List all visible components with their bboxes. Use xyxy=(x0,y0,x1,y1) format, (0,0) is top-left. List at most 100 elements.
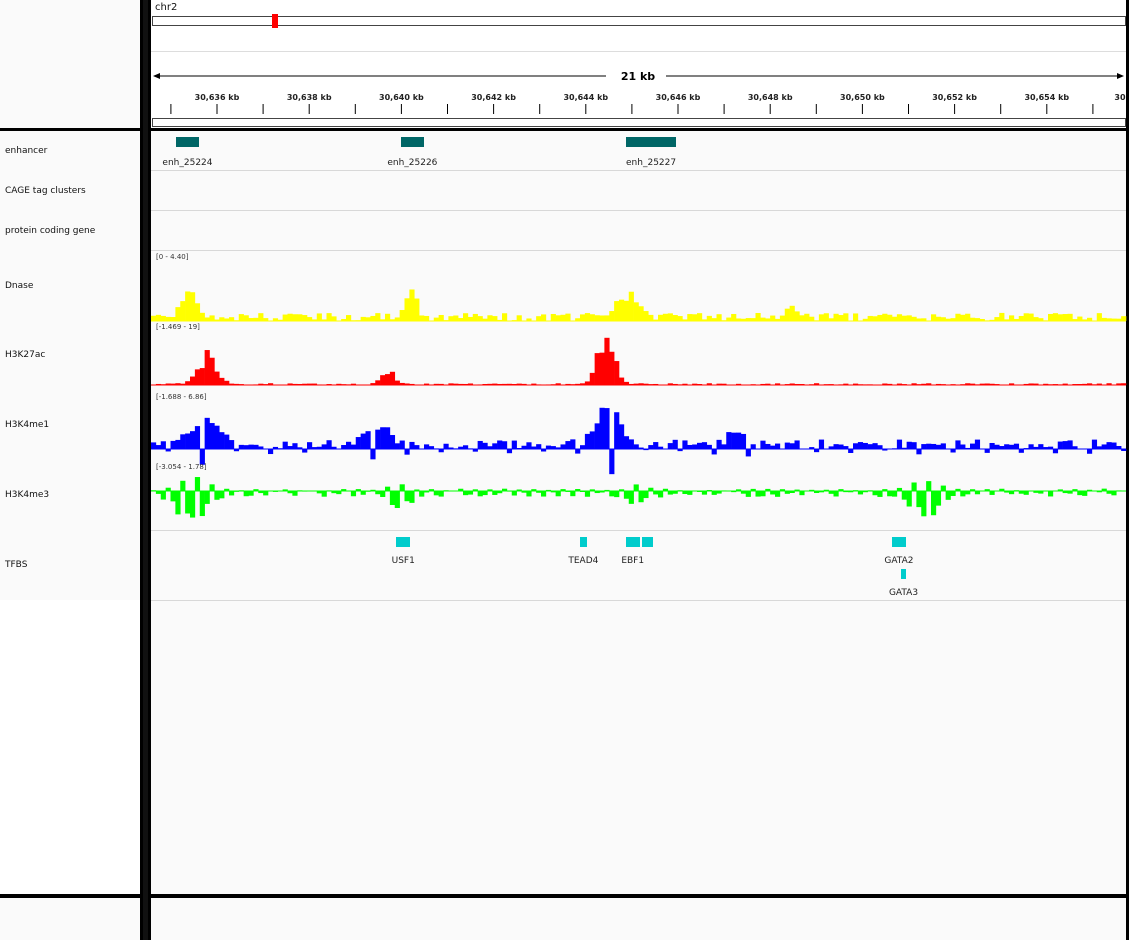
signal-bar xyxy=(155,491,162,494)
signal-bar xyxy=(516,315,522,321)
signal-bar xyxy=(853,313,859,321)
signal-bar xyxy=(370,315,376,321)
feature-block[interactable] xyxy=(892,537,906,547)
signal-bar xyxy=(789,443,795,449)
signal-bar xyxy=(287,491,293,494)
track-name-h3k27ac[interactable]: H3K27ac xyxy=(5,350,46,360)
chromosome-ideogram[interactable] xyxy=(152,16,1126,26)
track-name-tfbs[interactable]: TFBS xyxy=(5,560,28,570)
signal-bar xyxy=(638,383,644,385)
track-name-dnase[interactable]: Dnase xyxy=(5,281,34,291)
feature-block[interactable] xyxy=(625,137,677,147)
signal-bar xyxy=(965,383,971,385)
signal-bar xyxy=(511,383,517,385)
signal-bar xyxy=(487,446,493,449)
signal-bar xyxy=(1096,383,1102,385)
signal-bar xyxy=(614,491,620,498)
dnase-signal[interactable] xyxy=(151,251,1127,322)
signal-bar xyxy=(321,444,327,449)
ruler-ticks[interactable] xyxy=(151,104,1126,116)
ruler-tick-label: 30 xyxy=(1114,93,1126,102)
ruler-scrollbar[interactable] xyxy=(152,118,1126,127)
signal-bar xyxy=(311,319,318,321)
signal-bar xyxy=(394,380,400,385)
signal-bar xyxy=(965,313,971,321)
signal-bar xyxy=(287,446,293,449)
signal-bar xyxy=(896,314,903,321)
signal-bar xyxy=(155,383,162,385)
signal-bar xyxy=(935,444,942,449)
signal-bar xyxy=(194,303,201,321)
h3k27ac-range: [-1.469 - 19] xyxy=(156,323,200,331)
h3k4me1-signal[interactable] xyxy=(151,391,1127,475)
signal-bar xyxy=(979,318,985,321)
signal-bar xyxy=(970,443,976,449)
signal-bar xyxy=(370,449,376,460)
signal-bar xyxy=(716,491,722,494)
signal-bar xyxy=(984,449,990,453)
signal-bar xyxy=(814,383,820,385)
track-name-h3k4me3[interactable]: H3K4me3 xyxy=(5,490,50,500)
signal-bar xyxy=(833,444,839,449)
signal-bar xyxy=(623,300,630,321)
signal-bar xyxy=(463,313,469,321)
feature-block[interactable] xyxy=(176,137,199,147)
signal-bar xyxy=(706,444,712,449)
track-name-cage[interactable]: CAGE tag clusters xyxy=(5,186,86,196)
signal-bar xyxy=(604,489,610,491)
signal-bar xyxy=(414,489,420,491)
signal-bar xyxy=(199,449,205,465)
signal-bar xyxy=(550,491,556,493)
signal-bar xyxy=(487,315,493,321)
signal-bar xyxy=(229,383,235,385)
h3k4me3-signal[interactable] xyxy=(151,461,1126,531)
signal-bar xyxy=(1087,449,1093,454)
feature-label: EBF1 xyxy=(621,556,645,566)
signal-bar xyxy=(331,446,337,449)
signal-bar xyxy=(911,442,917,449)
header-divider[interactable] xyxy=(0,128,1129,131)
feature-block[interactable] xyxy=(400,137,424,147)
feature-block[interactable] xyxy=(396,537,411,547)
signal-bar xyxy=(677,449,683,452)
track-name-h3k4me1[interactable]: H3K4me1 xyxy=(5,420,50,430)
signal-bar xyxy=(307,442,313,449)
signal-bar xyxy=(862,318,868,321)
signal-bar xyxy=(731,313,737,321)
signal-bar xyxy=(599,352,605,385)
signal-bar xyxy=(1072,446,1078,449)
signal-bar xyxy=(497,319,503,321)
ideogram-separator xyxy=(151,51,1126,52)
signal-bar xyxy=(901,315,907,321)
feature-block[interactable] xyxy=(579,537,587,547)
current-region-marker[interactable] xyxy=(272,14,278,28)
signal-bar xyxy=(1121,449,1127,451)
signal-bar xyxy=(311,383,318,385)
panel-divider[interactable] xyxy=(0,894,1129,898)
feature-label: GATA2 xyxy=(884,556,914,566)
signal-bar xyxy=(760,491,766,497)
track-name-enhancer[interactable]: enhancer xyxy=(5,146,48,156)
signal-bar xyxy=(1072,319,1078,321)
feature-block[interactable] xyxy=(625,537,640,547)
signal-bar xyxy=(424,383,430,385)
signal-bar xyxy=(155,314,162,321)
signal-bar xyxy=(901,447,907,449)
signal-bar xyxy=(277,319,283,321)
signal-bar xyxy=(740,433,747,449)
signal-bar xyxy=(458,446,464,449)
h3k27ac-signal[interactable] xyxy=(151,321,1127,391)
signal-bar xyxy=(253,489,259,491)
signal-bar xyxy=(633,302,639,321)
signal-bar xyxy=(575,489,581,491)
track-name-protein-coding[interactable]: protein coding gene xyxy=(5,226,96,236)
feature-label: TEAD4 xyxy=(568,556,599,566)
signal-bar xyxy=(628,291,634,321)
signal-bar xyxy=(555,383,561,385)
feature-block[interactable] xyxy=(901,569,906,579)
signal-bar xyxy=(1077,491,1083,496)
signal-bar xyxy=(872,443,878,449)
feature-block[interactable] xyxy=(641,537,654,547)
signal-bar xyxy=(1013,318,1020,321)
signal-bar xyxy=(667,443,673,449)
